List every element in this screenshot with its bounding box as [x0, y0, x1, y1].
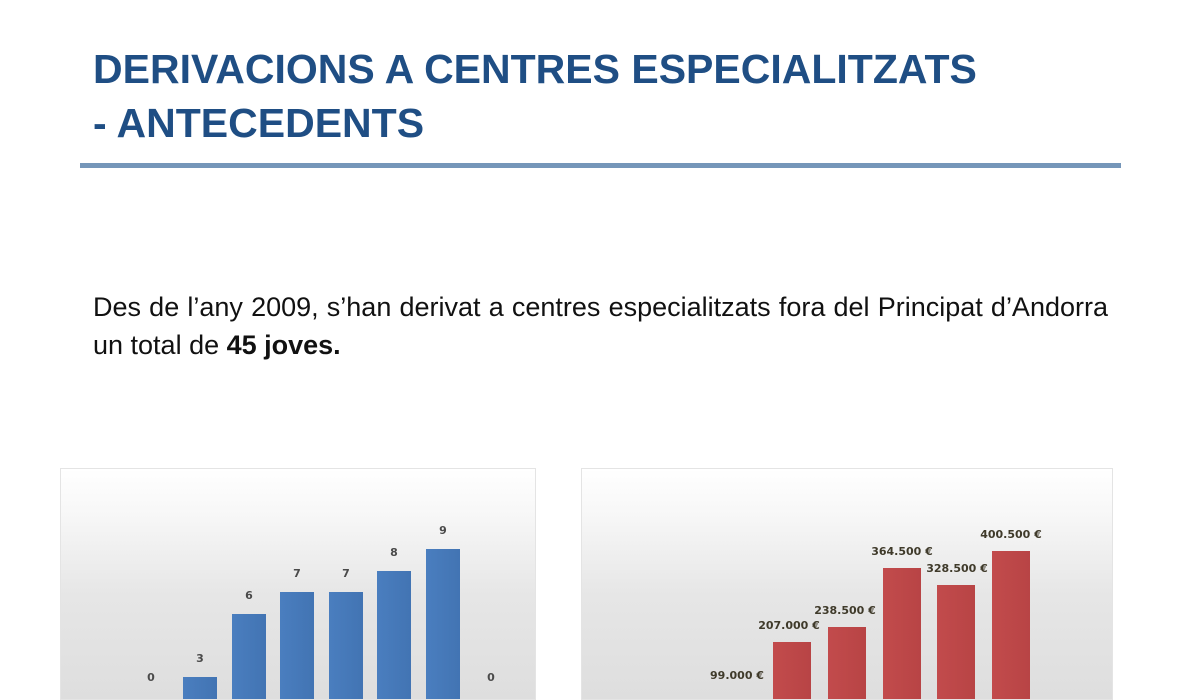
bar: [426, 549, 460, 699]
summary-paragraph: Des de l’any 2009, s’han derivat a centr…: [93, 288, 1108, 364]
bar-label: 7: [342, 567, 350, 580]
bar-label: 3: [196, 652, 204, 665]
bar: [773, 642, 811, 699]
bar: [329, 592, 363, 699]
bar-label: 207.000 €: [758, 619, 820, 632]
title-divider: [80, 163, 1121, 168]
bar: [883, 568, 921, 699]
bar-label: 8: [390, 546, 398, 559]
bar-label: 6: [245, 589, 253, 602]
bar-label: 400.500 €: [980, 528, 1042, 541]
slide-title: DERIVACIONS A CENTRES ESPECIALITZATS - A…: [93, 42, 1133, 150]
title-line-2: - ANTECEDENTS: [93, 100, 425, 146]
bar: [992, 551, 1030, 699]
cost-chart: 99.000 € 207.000 € 238.500 € 364.500 € 3…: [581, 468, 1113, 700]
bar-label: 7: [293, 567, 301, 580]
bar: [232, 614, 266, 699]
bar-label: 0: [147, 671, 155, 684]
bar: [280, 592, 314, 699]
bar-label: 364.500 €: [871, 545, 933, 558]
bar: [937, 585, 975, 699]
title-line-1: DERIVACIONS A CENTRES ESPECIALITZATS: [93, 46, 977, 92]
bar: [828, 627, 866, 699]
bar-label: 328.500 €: [926, 562, 988, 575]
bar-label: 238.500 €: [814, 604, 876, 617]
bar-label: 9: [439, 524, 447, 537]
youth-count-chart: 0 3 6 7 7 8 9 0: [60, 468, 536, 700]
summary-text: Des de l’any 2009, s’han derivat a centr…: [93, 292, 1108, 360]
summary-highlight: 45 joves.: [226, 330, 341, 360]
bar: [183, 677, 217, 699]
bar-label: 0: [487, 671, 495, 684]
bar-label: 99.000 €: [710, 669, 764, 682]
bar: [377, 571, 411, 699]
